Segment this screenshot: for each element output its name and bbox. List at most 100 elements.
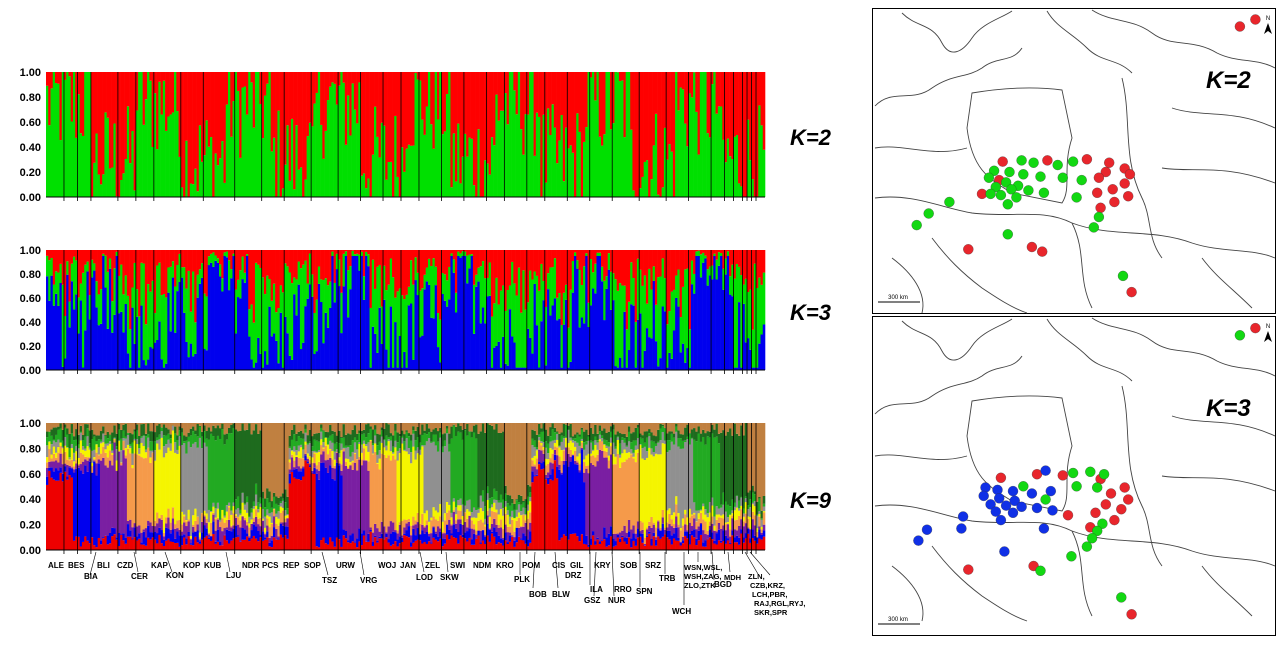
admixture-bar bbox=[363, 444, 366, 448]
admixture-bar bbox=[307, 463, 310, 550]
admixture-bar bbox=[131, 434, 134, 442]
admixture-bar bbox=[702, 437, 705, 504]
admixture-bar bbox=[428, 534, 431, 536]
admixture-bar bbox=[435, 72, 438, 197]
admixture-bar bbox=[394, 431, 397, 441]
admixture-bar bbox=[617, 437, 620, 440]
admixture-bar bbox=[354, 254, 357, 256]
admixture-bar bbox=[579, 270, 582, 327]
population-label: KRY bbox=[594, 561, 611, 570]
admixture-bar bbox=[226, 252, 229, 258]
sample-point bbox=[1091, 508, 1101, 518]
admixture-bar bbox=[522, 501, 525, 502]
admixture-bar bbox=[727, 139, 730, 197]
admixture-bar bbox=[680, 250, 683, 317]
admixture-bar bbox=[365, 437, 368, 444]
admixture-bar bbox=[388, 437, 391, 439]
admixture-bar bbox=[248, 516, 251, 517]
admixture-bar bbox=[603, 428, 606, 439]
admixture-bar bbox=[304, 72, 307, 179]
admixture-bar bbox=[66, 476, 69, 479]
admixture-bar bbox=[430, 520, 433, 533]
admixture-bar bbox=[131, 308, 134, 370]
admixture-bar bbox=[275, 250, 278, 312]
admixture-bar bbox=[347, 447, 350, 459]
admixture-bar bbox=[430, 542, 433, 543]
admixture-bar bbox=[498, 423, 501, 433]
admixture-bar bbox=[86, 472, 89, 541]
admixture-bar bbox=[217, 250, 220, 258]
admixture-bar bbox=[73, 250, 76, 257]
admixture-bar bbox=[446, 525, 449, 535]
admixture-bar bbox=[428, 423, 431, 428]
sample-point bbox=[922, 525, 932, 535]
admixture-bar bbox=[80, 440, 83, 452]
admixture-bar bbox=[682, 540, 685, 543]
sample-point bbox=[979, 491, 989, 501]
admixture-bar bbox=[320, 454, 323, 462]
admixture-bar bbox=[325, 446, 328, 461]
admixture-bar bbox=[107, 118, 110, 197]
admixture-bar bbox=[410, 542, 413, 547]
admixture-bar bbox=[331, 459, 334, 467]
admixture-bar bbox=[644, 72, 647, 162]
admixture-bar bbox=[632, 306, 635, 370]
admixture-bar bbox=[109, 72, 112, 169]
admixture-bar bbox=[426, 510, 429, 520]
admixture-bar bbox=[592, 531, 595, 535]
admixture-bar bbox=[498, 72, 501, 121]
sample-point bbox=[1094, 173, 1104, 183]
admixture-bar bbox=[131, 72, 134, 131]
admixture-bar bbox=[199, 426, 202, 427]
admixture-bar bbox=[626, 533, 629, 538]
admixture-bar bbox=[68, 434, 71, 448]
admixture-bar bbox=[579, 437, 582, 446]
admixture-bar bbox=[230, 433, 233, 510]
admixture-bar bbox=[183, 443, 186, 515]
admixture-bar bbox=[244, 529, 247, 540]
admixture-bar bbox=[596, 538, 599, 540]
admixture-bar bbox=[376, 353, 379, 370]
admixture-bar bbox=[646, 528, 649, 530]
admixture-bar bbox=[73, 310, 76, 370]
admixture-bar bbox=[271, 72, 274, 151]
admixture-bar bbox=[495, 525, 498, 532]
admixture-bar bbox=[48, 423, 51, 432]
admixture-bar bbox=[459, 511, 462, 519]
admixture-bar bbox=[174, 427, 177, 434]
sample-point bbox=[1032, 503, 1042, 513]
admixture-bar bbox=[529, 543, 532, 550]
admixture-bar bbox=[619, 423, 622, 433]
admixture-bar bbox=[293, 434, 296, 446]
admixture-bar bbox=[230, 531, 233, 540]
admixture-bar bbox=[255, 72, 258, 197]
admixture-bar bbox=[632, 432, 635, 440]
admixture-bar bbox=[161, 515, 164, 520]
sample-point bbox=[944, 197, 954, 207]
admixture-bar bbox=[758, 105, 761, 197]
admixture-bar bbox=[644, 447, 647, 460]
admixture-bar bbox=[677, 307, 680, 370]
admixture-bar bbox=[71, 122, 74, 198]
admixture-bar bbox=[729, 250, 732, 276]
admixture-bar bbox=[356, 423, 359, 434]
admixture-bar bbox=[583, 544, 586, 550]
admixture-bar bbox=[374, 524, 377, 536]
admixture-bar bbox=[491, 532, 494, 534]
admixture-bar bbox=[457, 124, 460, 197]
admixture-bar bbox=[125, 538, 128, 544]
admixture-bar bbox=[403, 450, 406, 451]
admixture-bar bbox=[307, 453, 310, 457]
admixture-bar bbox=[397, 250, 400, 291]
admixture-bar bbox=[107, 272, 110, 329]
admixture-bar bbox=[111, 455, 114, 465]
admixture-bar bbox=[208, 256, 211, 265]
admixture-bar bbox=[702, 263, 705, 370]
admixture-bar bbox=[693, 428, 696, 439]
admixture-bar bbox=[138, 526, 141, 534]
sample-point bbox=[998, 157, 1008, 167]
admixture-bar bbox=[392, 72, 395, 197]
admixture-bar bbox=[698, 426, 701, 433]
admixture-bar bbox=[131, 131, 134, 197]
admixture-bar bbox=[410, 250, 413, 260]
